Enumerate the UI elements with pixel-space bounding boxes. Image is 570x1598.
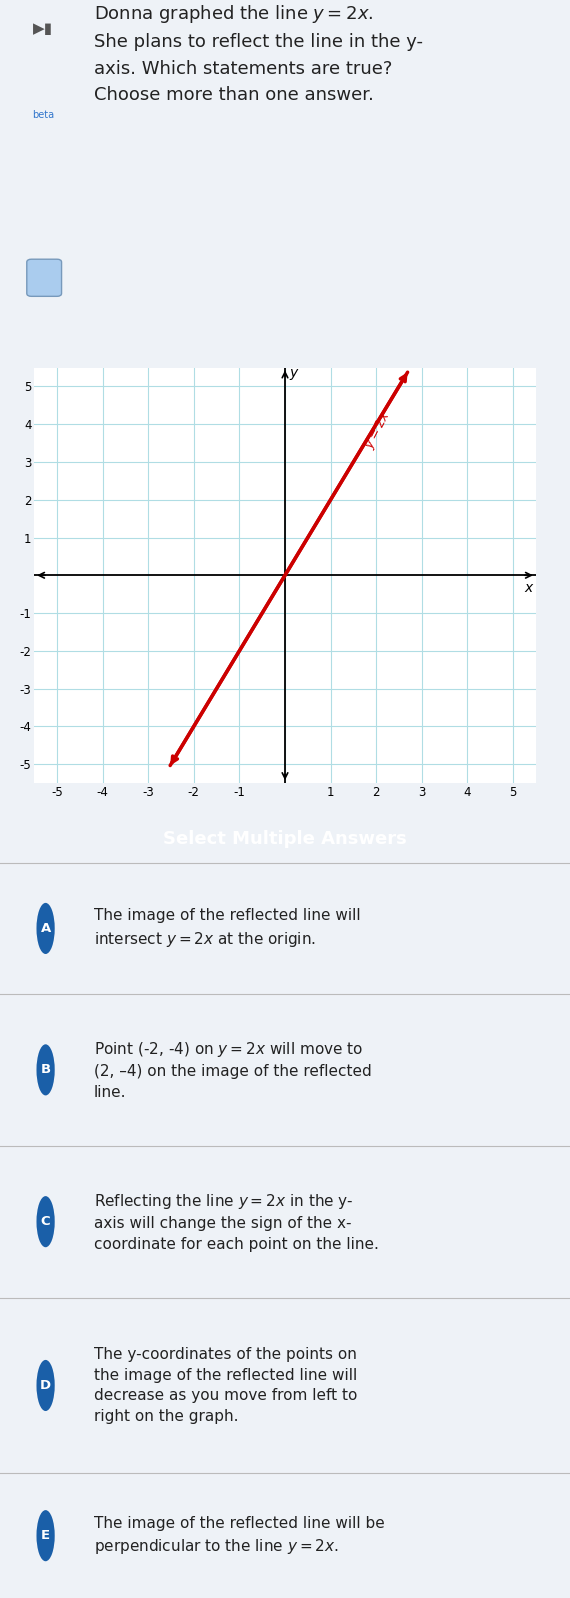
- FancyBboxPatch shape: [27, 259, 62, 296]
- Text: D: D: [40, 1379, 51, 1392]
- Text: B: B: [40, 1063, 51, 1077]
- Text: The image of the reflected line will
intersect $y = 2x$ at the origin.: The image of the reflected line will int…: [94, 908, 361, 949]
- Text: Select Multiple Answers: Select Multiple Answers: [163, 829, 407, 849]
- Text: Reflecting the line $y = 2x$ in the y-
axis will change the sign of the x-
coord: Reflecting the line $y = 2x$ in the y- a…: [94, 1192, 379, 1251]
- Text: ▶▮: ▶▮: [32, 21, 53, 37]
- Text: x: x: [525, 582, 533, 596]
- Text: $y = 2x$: $y = 2x$: [362, 407, 395, 452]
- Text: A: A: [40, 922, 51, 935]
- Text: The y-coordinates of the points on
the image of the reflected line will
decrease: The y-coordinates of the points on the i…: [94, 1347, 357, 1424]
- Text: C: C: [41, 1214, 50, 1229]
- Text: Point (-2, -4) on $y = 2x$ will move to
(2, –4) on the image of the reflected
li: Point (-2, -4) on $y = 2x$ will move to …: [94, 1040, 372, 1099]
- Text: Donna graphed the line $y = 2x$.
She plans to reflect the line in the y-
axis. W: Donna graphed the line $y = 2x$. She pla…: [94, 3, 423, 104]
- Text: E: E: [41, 1529, 50, 1542]
- Text: beta: beta: [32, 110, 54, 120]
- Text: The image of the reflected line will be
perpendicular to the line $y = 2x$.: The image of the reflected line will be …: [94, 1515, 385, 1556]
- Text: y: y: [289, 366, 298, 380]
